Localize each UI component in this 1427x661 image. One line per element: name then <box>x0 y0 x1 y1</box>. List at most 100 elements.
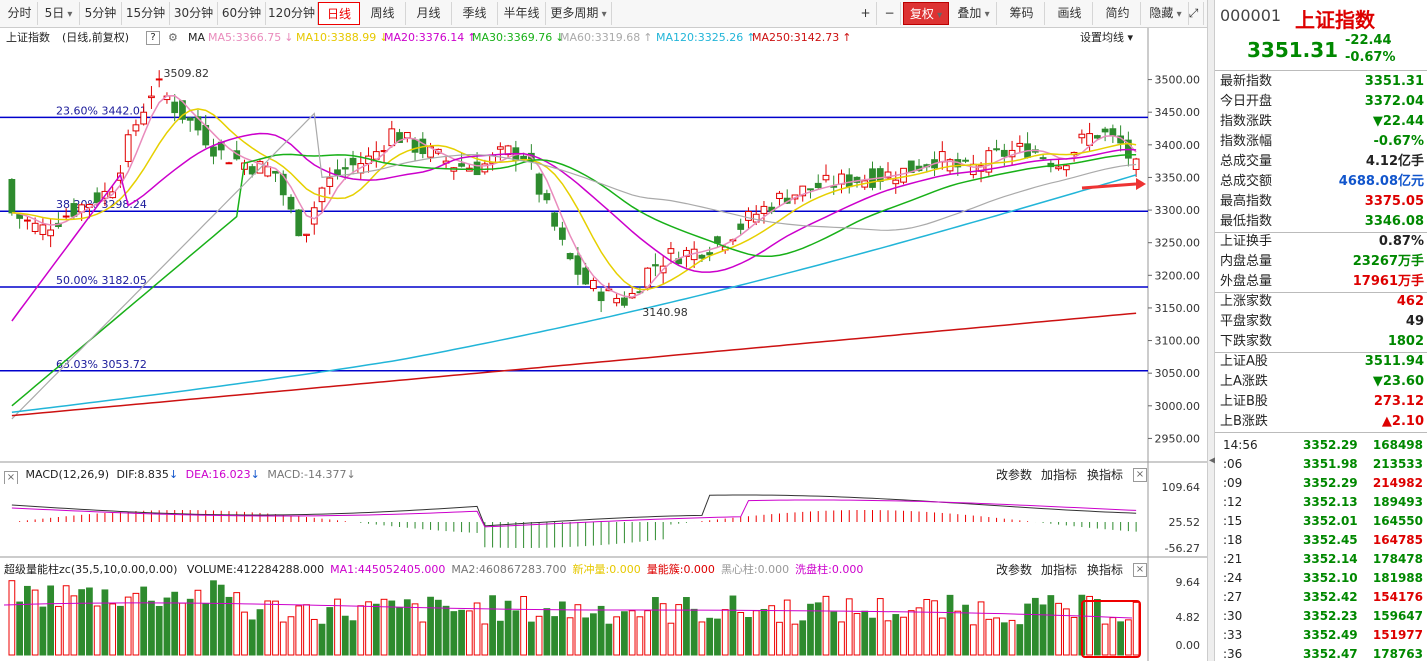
volume-bar <box>70 595 78 656</box>
quote-value: 23267万手 <box>1352 254 1424 269</box>
volume-bar <box>101 589 109 656</box>
volume-bar <box>481 623 489 656</box>
volume-bar <box>799 620 807 656</box>
vol-add-indicator-button[interactable]: 加指标 <box>1041 563 1078 577</box>
toolbar-minus-button[interactable]: − <box>879 2 901 25</box>
index-name: 上证指数 <box>6 31 50 44</box>
volume-tick-label: 4.82 <box>1176 611 1201 624</box>
volume-bar <box>303 604 310 656</box>
tab-zhouxian[interactable]: 周线 <box>360 2 406 25</box>
tab-60min[interactable]: 60分钟 <box>218 2 266 25</box>
tab-5ri[interactable]: 5日 <box>38 2 80 25</box>
candle <box>776 192 783 199</box>
candle <box>264 166 272 177</box>
fullscreen-icon[interactable]: ⤢ <box>1184 2 1204 25</box>
macd-change-params-button[interactable]: 改参数 <box>996 468 1033 482</box>
volume-bar <box>675 604 683 656</box>
candle <box>186 117 194 121</box>
candle <box>954 159 962 168</box>
macd-switch-indicator-button[interactable]: 换指标 <box>1087 468 1124 482</box>
panel-splitter[interactable]: ◀ <box>1207 0 1217 661</box>
vol-switch-indicator-button[interactable]: 换指标 <box>1087 563 1124 577</box>
volume-bar <box>78 589 86 656</box>
volume-bar <box>683 597 690 656</box>
vol-pane-close-icon[interactable]: × <box>1133 563 1147 577</box>
toolbar-jianyue-button[interactable]: 简约 <box>1095 2 1141 25</box>
quote-row: 最高指数 3375.05 <box>1215 192 1427 212</box>
tab-rixian[interactable]: 日线 <box>318 2 360 25</box>
toolbar-plus-button[interactable]: + <box>855 2 877 25</box>
quote-row: 上证换手 0.87% <box>1215 232 1427 252</box>
tab-gengduo[interactable]: 更多周期 <box>546 2 612 25</box>
quote-value: 273.12 <box>1373 394 1424 409</box>
tab-15min[interactable]: 15分钟 <box>122 2 170 25</box>
fib-label: 23.60% 3442.01 <box>56 104 147 117</box>
tab-jixian[interactable]: 季线 <box>452 2 498 25</box>
tab-30min[interactable]: 30分钟 <box>170 2 218 25</box>
volume-tick-label: 9.64 <box>1176 576 1201 589</box>
toolbar-diejia-button[interactable]: 叠加 <box>951 2 997 25</box>
candle <box>590 279 597 290</box>
volume-bar <box>667 622 675 656</box>
volume-bar <box>977 601 985 656</box>
tab-5min[interactable]: 5分钟 <box>80 2 122 25</box>
candle <box>574 255 582 275</box>
help-icon[interactable]: ? <box>146 31 160 45</box>
volume-bar <box>365 601 372 656</box>
vol-change-params-button[interactable]: 改参数 <box>996 563 1033 577</box>
volume-bar <box>93 605 101 656</box>
volume-bar <box>1101 623 1109 656</box>
candle <box>287 196 295 210</box>
candle <box>39 224 47 235</box>
volume-bar <box>597 605 605 656</box>
candle <box>163 95 171 101</box>
tick-price: 3352.47 <box>1303 647 1358 661</box>
volume-bar <box>760 608 768 656</box>
tick-volume: 213533 <box>1372 457 1423 471</box>
toolbar-yincang-button[interactable]: 隐藏 <box>1143 2 1189 25</box>
tick-row: :27 3352.42 154176 <box>1215 588 1427 607</box>
tick-price: 3352.13 <box>1303 495 1358 509</box>
candle <box>791 194 799 200</box>
tick-price: 3351.98 <box>1303 457 1358 471</box>
candle <box>16 213 24 219</box>
volume-bar <box>109 603 117 656</box>
volume-bar <box>551 616 558 656</box>
price-tick-label: 3000.00 <box>1155 400 1201 413</box>
macd-value: MACD:-14.377 <box>267 468 347 481</box>
quote-value: 3346.08 <box>1364 214 1424 229</box>
quote-value: 3351.31 <box>1364 74 1424 89</box>
macd-close-icon[interactable]: × <box>4 471 18 484</box>
candle <box>977 165 985 172</box>
macd-pane-close-icon[interactable]: × <box>1133 468 1147 482</box>
candle <box>357 163 365 174</box>
gear-icon[interactable]: ⚙ <box>168 31 178 44</box>
ma-settings-button[interactable]: 设置均线 ▾ <box>1080 31 1134 44</box>
tick-time: :15 <box>1223 514 1243 528</box>
ma-value: MA5:3366.75 <box>208 31 282 44</box>
volume-bar <box>807 603 814 656</box>
volume-bar <box>543 608 551 656</box>
candle <box>605 288 613 292</box>
tab-120min[interactable]: 120分钟 <box>266 2 318 25</box>
tick-price: 3352.29 <box>1303 476 1358 490</box>
fib-label: 38.20% 3298.24 <box>56 198 147 211</box>
candle <box>70 203 78 217</box>
tab-bannian[interactable]: 半年线 <box>498 2 546 25</box>
tick-row: :09 3352.29 214982 <box>1215 474 1427 493</box>
tab-yuexian[interactable]: 月线 <box>406 2 452 25</box>
candle <box>543 193 551 201</box>
toolbar-chouma-button[interactable]: 筹码 <box>999 2 1045 25</box>
candle <box>473 161 481 176</box>
macd-add-indicator-button[interactable]: 加指标 <box>1041 468 1078 482</box>
collapse-icon[interactable]: ◀ <box>1209 455 1217 466</box>
candle <box>272 170 279 174</box>
volume-bar <box>1031 597 1039 656</box>
toolbar-huaxian-button[interactable]: 画线 <box>1047 2 1093 25</box>
volume-bar <box>830 611 838 656</box>
candle <box>365 155 372 165</box>
tick-time: :18 <box>1223 533 1243 547</box>
fib-label: 50.00% 3182.05 <box>56 274 147 287</box>
tab-fenshi[interactable]: 分时 <box>2 2 38 25</box>
toolbar-fuquan-button[interactable]: 复权 <box>903 2 949 25</box>
